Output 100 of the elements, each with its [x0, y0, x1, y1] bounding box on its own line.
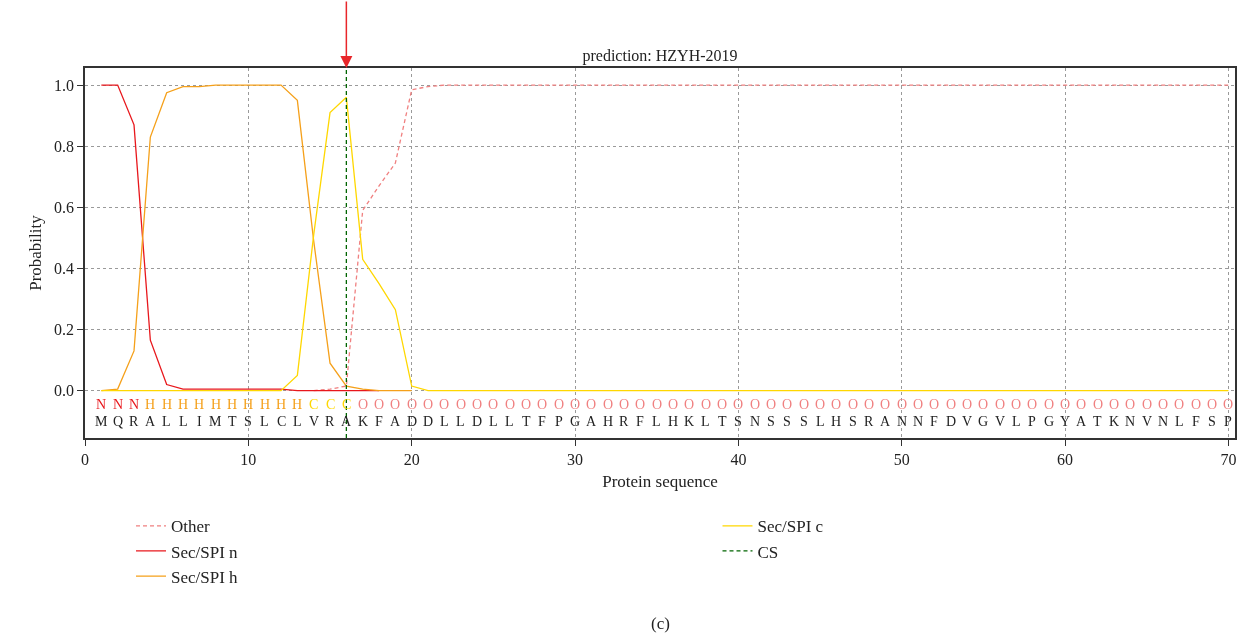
- legend-label: Other: [171, 517, 211, 537]
- annotation: O: [554, 397, 565, 412]
- annotation: F: [636, 414, 644, 429]
- annotation: C: [326, 397, 336, 412]
- annotation: O: [684, 397, 695, 412]
- annotation: Y: [1060, 414, 1071, 429]
- annotation: O: [1125, 397, 1136, 412]
- annotation: O: [619, 397, 630, 412]
- annotation: L: [652, 414, 661, 429]
- annotation: A: [880, 414, 891, 429]
- annotation: V: [962, 414, 973, 429]
- annotation: O: [488, 397, 499, 412]
- annotation: T: [228, 414, 237, 429]
- annotation: O: [1223, 397, 1234, 412]
- annotation: H: [260, 397, 271, 412]
- annotation: G: [570, 414, 581, 429]
- x-tick-label: 10: [240, 450, 257, 468]
- annotation: L: [816, 414, 825, 429]
- annotation: O: [978, 397, 989, 412]
- annotation: T: [1093, 414, 1102, 429]
- annotation: R: [619, 414, 629, 429]
- annotation: R: [129, 414, 139, 429]
- x-tick-label: 30: [567, 450, 584, 468]
- annotation: O: [848, 397, 859, 412]
- annotation: O: [1044, 397, 1055, 412]
- annotation: O: [929, 397, 940, 412]
- annotation: L: [505, 414, 514, 429]
- annotation: A: [390, 414, 401, 429]
- annotation: L: [260, 414, 269, 429]
- annotation: H: [603, 414, 614, 429]
- annotation: N: [1158, 414, 1169, 429]
- annotation: H: [211, 397, 222, 412]
- annotation: H: [276, 397, 287, 412]
- annotation: O: [750, 397, 761, 412]
- x-tick-label: 20: [403, 450, 420, 468]
- annotation: V: [1142, 414, 1153, 429]
- annotation: A: [1076, 414, 1087, 429]
- annotation: O: [1027, 397, 1038, 412]
- annotation: O: [407, 397, 418, 412]
- annotation: H: [145, 397, 156, 412]
- annotation: P: [555, 414, 563, 429]
- annotation: O: [815, 397, 826, 412]
- y-tick-label: 0.2: [54, 321, 75, 339]
- x-tick-label: 40: [730, 450, 747, 468]
- annotation: O: [962, 397, 973, 412]
- chart-title: prediction: HZYH-2019: [582, 46, 738, 65]
- x-tick-label: 0: [81, 450, 89, 468]
- x-tick-label: 60: [1057, 450, 1074, 468]
- annotation: G: [1044, 414, 1055, 429]
- annotation: K: [358, 414, 369, 429]
- annotation: K: [684, 414, 695, 429]
- annotation: P: [1224, 414, 1232, 429]
- annotation: A: [341, 414, 352, 429]
- annotation: R: [325, 414, 335, 429]
- annotation: C: [342, 397, 352, 412]
- annotation: O: [439, 397, 450, 412]
- annotation: R: [864, 414, 874, 429]
- annotation: H: [178, 397, 189, 412]
- annotation: O: [1109, 397, 1120, 412]
- annotation: S: [734, 414, 742, 429]
- annotation: T: [718, 414, 727, 429]
- annotation: O: [717, 397, 728, 412]
- annotation: O: [635, 397, 646, 412]
- legend-label: CS: [757, 542, 779, 562]
- annotation: O: [880, 397, 891, 412]
- annotation: O: [1191, 397, 1202, 412]
- annotation: O: [1011, 397, 1022, 412]
- x-tick-label: 70: [1220, 450, 1237, 468]
- annotation: O: [521, 397, 532, 412]
- x-axis-title: Protein sequence: [602, 471, 718, 491]
- annotation: O: [897, 397, 908, 412]
- annotation: N: [913, 414, 924, 429]
- y-tick-label: 0.0: [54, 382, 75, 400]
- annotation: L: [179, 414, 188, 429]
- annotation: F: [375, 414, 383, 429]
- annotation: C: [309, 397, 319, 412]
- y-tick-label: 1.0: [54, 76, 75, 94]
- annotation: S: [800, 414, 808, 429]
- annotation: O: [946, 397, 957, 412]
- annotation: N: [129, 397, 140, 412]
- annotation: O: [456, 397, 467, 412]
- annotation: S: [849, 414, 857, 429]
- annotation: H: [243, 397, 254, 412]
- annotation: D: [407, 414, 418, 429]
- line-series: [100, 96, 1230, 392]
- x-tick-label: 50: [893, 450, 910, 468]
- annotation: O: [570, 397, 581, 412]
- legend-label: Sec/SPI c: [757, 517, 824, 537]
- annotation: S: [244, 414, 252, 429]
- annotation: O: [603, 397, 614, 412]
- annotation: O: [864, 397, 875, 412]
- annotation: F: [930, 414, 938, 429]
- annotation: F: [1192, 414, 1200, 429]
- annotation: S: [767, 414, 775, 429]
- annotation: O: [995, 397, 1006, 412]
- annotation: L: [1012, 414, 1021, 429]
- annotation: O: [505, 397, 516, 412]
- annotation: V: [309, 414, 320, 429]
- annotation: O: [1060, 397, 1071, 412]
- annotation: O: [913, 397, 924, 412]
